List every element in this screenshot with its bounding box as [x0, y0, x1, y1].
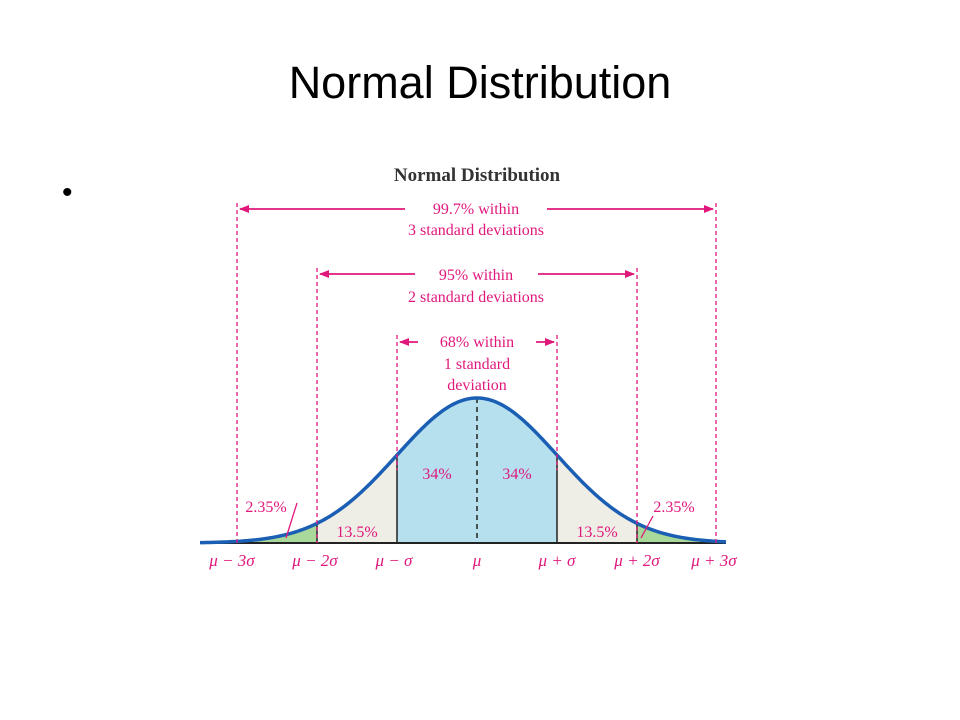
region-label-mid-left: 13.5% — [336, 524, 377, 541]
band-1sd-label-line3: deviation — [447, 377, 507, 394]
axis-label-plus-2sd: μ + 2σ — [613, 551, 660, 570]
band-1sd-label-line2: 1 standard — [444, 356, 510, 373]
axis-label-mean: μ — [472, 551, 482, 570]
band-1sd-label-line1: 68% within — [440, 334, 514, 351]
region-label-tail-right: 2.35% — [653, 499, 694, 516]
axis-label-plus-3sd: μ + 3σ — [690, 551, 737, 570]
band-3sd-label-line1: 99.7% within — [433, 201, 519, 218]
axis-label-minus-2sd: μ − 2σ — [291, 551, 338, 570]
band-2sd-label-line1: 95% within — [439, 267, 513, 284]
region-label-center-left: 34% — [422, 466, 451, 483]
region-label-tail-left: 2.35% — [245, 499, 286, 516]
region-label-center-right: 34% — [502, 466, 531, 483]
figure-title: Normal Distribution — [394, 165, 561, 186]
tail-right-fill — [637, 523, 717, 543]
region-label-mid-right: 13.5% — [576, 524, 617, 541]
band-2sd-label-line2: 2 standard deviations — [408, 289, 544, 306]
tail-left-leader — [285, 502, 298, 539]
axis-label-plus-1sd: μ + σ — [538, 551, 577, 570]
bullet-point: • — [62, 176, 73, 209]
axis-label-minus-1sd: μ − σ — [375, 551, 414, 570]
tail-right-leader — [640, 515, 654, 539]
tail-left-fill — [237, 523, 317, 543]
axis-label-minus-3sd: μ − 3σ — [208, 551, 255, 570]
slide-title: Normal Distribution — [288, 57, 672, 108]
band-3sd-label-line2: 3 standard deviations — [408, 222, 544, 239]
